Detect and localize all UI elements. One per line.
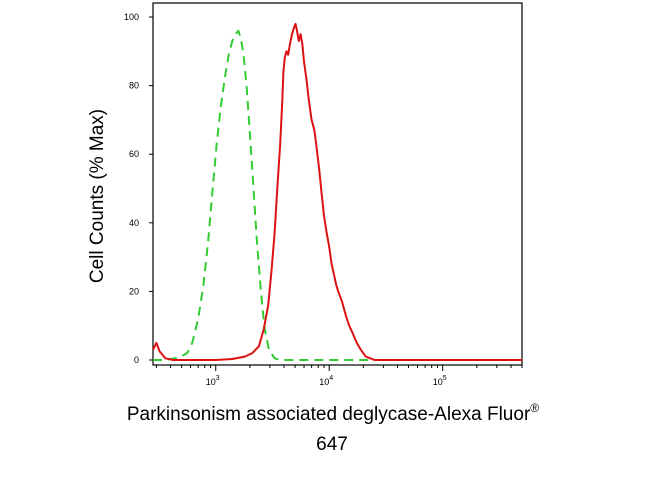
y-tick-label: 60 (129, 149, 139, 159)
y-tick-label: 0 (134, 355, 139, 365)
x-tick-label: 103 (206, 375, 220, 387)
green-dashed-series-line (153, 29, 522, 361)
y-axis-ticks: 0 20 40 60 80 100 (124, 12, 153, 365)
x-axis-title-line2: 647 (316, 434, 348, 455)
x-tick-label: 105 (433, 375, 447, 387)
y-tick-label: 80 (129, 81, 139, 91)
x-axis-title-registered-mark: ® (530, 401, 539, 415)
x-axis-title-main: Parkinsonism associated deglycase-Alexa … (127, 404, 531, 425)
series-layer (152, 22, 522, 361)
x-tick-label: 104 (319, 375, 333, 387)
y-tick-label: 20 (129, 286, 139, 296)
x-axis-title-line1: Parkinsonism associated deglycase-Alexa … (127, 401, 539, 425)
y-axis-title: Cell Counts (% Max) (87, 109, 108, 283)
y-tick-label: 40 (129, 218, 139, 228)
y-tick-label: 100 (124, 12, 139, 22)
x-axis-ticks: 103 104 105 (155, 365, 523, 387)
plot-frame (152, 2, 523, 366)
red-solid-series-line (152, 22, 522, 361)
